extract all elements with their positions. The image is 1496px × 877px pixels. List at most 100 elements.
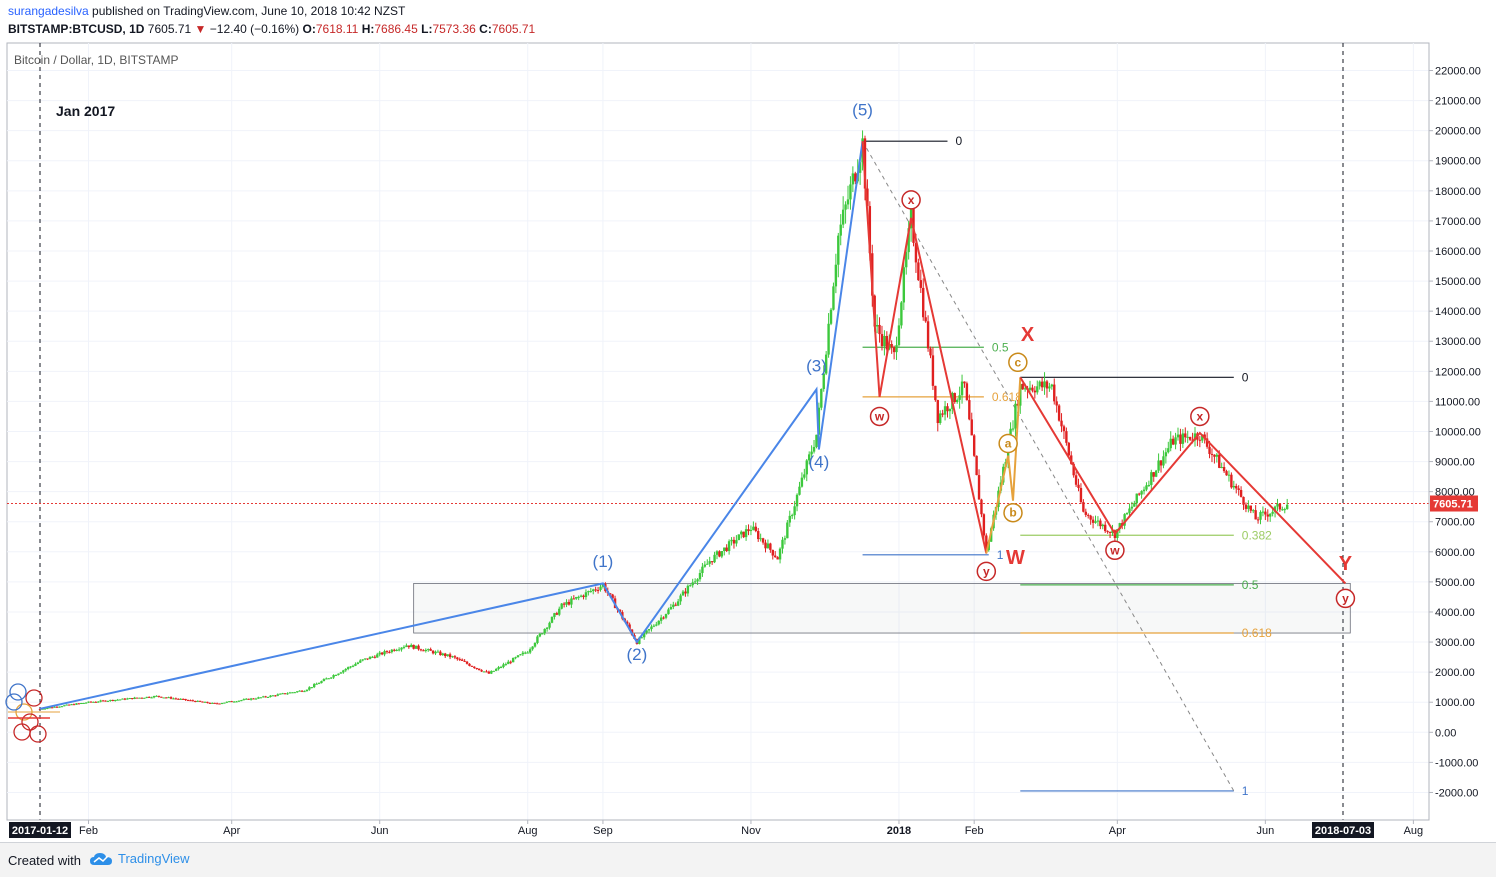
candle-body: [410, 644, 413, 648]
candle-body: [625, 621, 629, 625]
candle-body: [1179, 434, 1182, 444]
candle-body: [169, 697, 173, 699]
candle-body: [441, 653, 444, 656]
candle-body: [400, 647, 403, 650]
candle-body: [1123, 514, 1126, 526]
fib-level-label: 0.382: [1242, 528, 1272, 542]
candle-body: [157, 695, 161, 697]
candle-body: [458, 659, 461, 661]
candle-body: [431, 650, 435, 654]
candle-body: [184, 698, 187, 701]
candle-body: [101, 700, 105, 702]
author-link[interactable]: surangadesilva: [8, 4, 89, 18]
candle-body: [361, 659, 364, 661]
current-price-box: [1430, 495, 1478, 512]
candle-body: [232, 701, 236, 703]
candle-body: [955, 399, 959, 403]
candle-body: [905, 252, 908, 268]
price-chart[interactable]: 0 0.5 0.618 1 0 0.382 0.5 0.618 1 (5) (3) (4) (1) (2…: [0, 0, 1496, 842]
candle-body: [1193, 433, 1197, 441]
wxy-wave-line-2: [1019, 376, 1347, 585]
candle-body: [1070, 455, 1073, 464]
wave-label: (1): [593, 552, 614, 571]
candle-body: [322, 679, 326, 682]
candle-body: [70, 704, 73, 706]
candle-body: [48, 707, 51, 709]
candle-body: [706, 563, 709, 565]
x-tick-label: Feb: [965, 825, 984, 837]
candle-body: [203, 701, 207, 703]
candle-body: [788, 515, 791, 523]
candle-body: [82, 702, 85, 704]
candle-body: [150, 697, 153, 699]
candle-body: [638, 637, 641, 644]
candle-body: [274, 695, 277, 697]
candle-body: [390, 649, 394, 653]
support-zone-rect: [413, 582, 1351, 634]
candle-body: [596, 589, 600, 591]
candle-body: [875, 324, 879, 327]
candle-body: [582, 595, 585, 598]
candle-body: [1133, 503, 1136, 507]
y-tick-label: 18000.00: [1435, 186, 1481, 198]
x-tick-label: Jun: [1256, 825, 1274, 837]
candle-body: [793, 506, 796, 516]
wave-circle: [901, 190, 921, 210]
candle-body: [271, 695, 275, 697]
candle-body: [1050, 384, 1054, 387]
candle-body: [524, 652, 527, 654]
candle-body: [749, 529, 753, 532]
candle-body: [701, 566, 704, 574]
candle-body: [1164, 452, 1168, 457]
candle-body: [218, 703, 221, 705]
candle-body: [371, 656, 374, 658]
candle-body: [533, 642, 537, 647]
candle-body: [1208, 446, 1211, 454]
tradingview-brand-link[interactable]: TradingView: [90, 851, 190, 866]
x-highlight-label: 2018-07-03: [1315, 825, 1371, 837]
candle-body: [1053, 384, 1056, 402]
candle-body: [378, 652, 381, 655]
candle-body: [72, 704, 76, 706]
candle-body: [470, 665, 474, 667]
candle-body: [407, 645, 411, 648]
candle-body: [444, 653, 447, 657]
wave-circle: [869, 406, 890, 427]
candle-body: [179, 698, 182, 700]
candle-body: [727, 541, 731, 551]
candle-body: [334, 674, 338, 676]
wave-label: X: [1021, 324, 1035, 346]
candle-body: [895, 345, 898, 353]
candle-body: [587, 591, 590, 593]
candle-body: [803, 474, 806, 478]
candle-body: [359, 660, 362, 663]
candle-body: [575, 596, 578, 599]
candle-body: [1157, 460, 1160, 471]
y-axis[interactable]: 22000.00 21000.00 20000.00 19000.00 18000.00…: [1428, 43, 1481, 820]
candle-body: [189, 700, 192, 702]
candle-body: [337, 673, 340, 675]
candle-body: [1174, 437, 1177, 445]
candle-body: [1232, 485, 1236, 488]
candle-body: [288, 692, 292, 694]
candle-body: [662, 617, 665, 619]
candle-body: [897, 325, 901, 346]
candle-body: [681, 591, 685, 596]
candle-body: [1021, 383, 1024, 390]
candle-body: [538, 633, 542, 637]
down-triangle-icon: ▼: [194, 22, 207, 36]
candle-body: [769, 543, 772, 550]
candle-body: [252, 698, 255, 700]
y-tick-label: 3000.00: [1435, 637, 1475, 649]
candle-body: [317, 683, 321, 685]
candle-body: [844, 204, 847, 210]
candle-body: [206, 701, 209, 703]
candle-body: [1269, 513, 1272, 517]
candle-body: [589, 591, 593, 593]
candle-body: [346, 667, 350, 669]
candle-body: [553, 613, 556, 617]
symbol-name[interactable]: BITSTAMP:BTCUSD, 1D: [8, 22, 145, 36]
x-axis[interactable]: Feb Apr Jun Aug Sep Nov 2018 Feb Apr Jun Aug 2017-0…: [7, 819, 1429, 838]
candle-body: [497, 667, 500, 670]
candle-body: [111, 699, 114, 701]
